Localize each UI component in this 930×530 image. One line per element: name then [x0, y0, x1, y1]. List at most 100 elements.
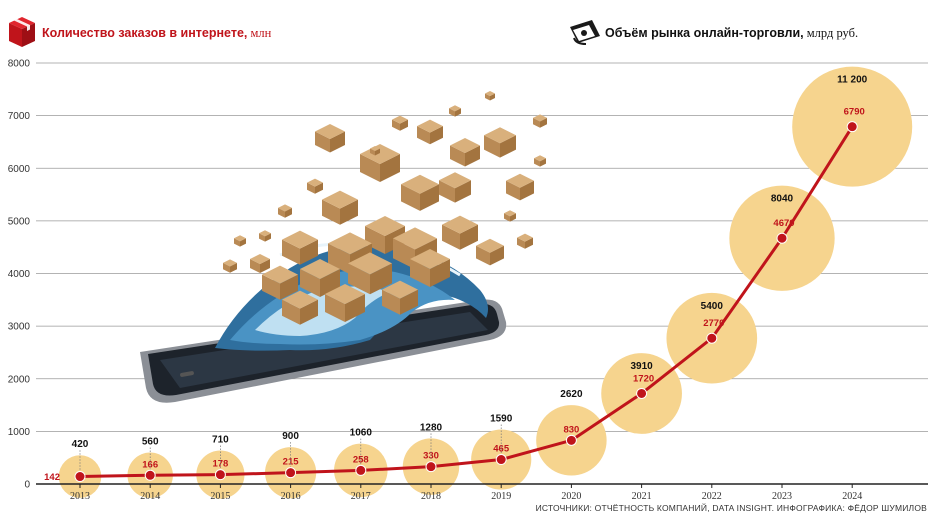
market-value-label: 3910 [630, 361, 653, 372]
orders-value-label: 6790 [844, 107, 865, 118]
orders-point [74, 471, 86, 483]
parcel-box-icon [439, 172, 471, 203]
market-title: Объём рынка онлайн-торговли, [605, 26, 804, 40]
parcel-box-icon [449, 105, 461, 117]
market-value-label: 900 [282, 431, 299, 442]
box-icon [9, 17, 35, 47]
orders-point [144, 469, 156, 481]
market-bubbles-layer [58, 66, 913, 499]
orders-point [565, 434, 577, 446]
orders-points-layer [74, 121, 858, 483]
orders-value-label: 330 [423, 451, 439, 462]
x-tick-label: 2021 [632, 491, 652, 502]
orders-point [425, 461, 437, 473]
parcel-box-icon [533, 114, 547, 128]
orders-point [706, 332, 718, 344]
parcel-box-icon [506, 173, 534, 201]
orders-point [214, 469, 226, 481]
parcel-box-icon [360, 144, 400, 182]
orders-legend: Количество заказов в интернете, млн [9, 17, 272, 47]
market-value-label: 11 200 [837, 75, 867, 86]
x-tick-label: 2023 [772, 491, 792, 502]
orders-title: Количество заказов в интернете, [42, 26, 247, 40]
orders-value-label: 1720 [633, 373, 654, 384]
parcel-box-icon [382, 280, 418, 315]
parcel-box-icon [410, 249, 450, 287]
parcel-box-icon [300, 259, 340, 297]
orders-value-label: 2770 [703, 318, 724, 329]
orders-point [355, 464, 367, 476]
market-value-label: 1280 [420, 422, 443, 433]
parcel-box-icon [234, 235, 246, 247]
x-tick-label: 2014 [140, 491, 160, 502]
y-tick-label: 6000 [8, 164, 31, 175]
y-tick-label: 0 [24, 480, 30, 491]
orders-value-label: 4670 [773, 218, 794, 229]
parcel-box-icon [223, 259, 237, 273]
parcel-box-icon [450, 138, 480, 167]
x-tick-label: 2022 [702, 491, 722, 502]
market-legend: Объём рынка онлайн-торговли, млрд руб. [570, 20, 858, 45]
parcel-box-icon [315, 124, 345, 153]
y-tick-label: 1000 [8, 427, 31, 438]
smartphone-icon [140, 299, 507, 403]
y-tick-label: 2000 [8, 374, 31, 385]
parcel-box-icon [282, 230, 318, 265]
svg-text:Объём рынка онлайн-торговли, м: Объём рынка онлайн-торговли, млрд руб. [605, 26, 858, 40]
orders-point [846, 121, 858, 133]
x-tick-label: 2015 [210, 491, 230, 502]
x-tick-label: 2020 [561, 491, 581, 502]
market-value-label: 1590 [490, 413, 513, 424]
axis-layer: 0 1000 2000 3000 4000 5000 6000 7000 8000 2013 201… [8, 59, 928, 502]
orders-value-label: 465 [493, 444, 510, 455]
parcel-box-icon [517, 233, 533, 249]
orders-value-label: 166 [142, 459, 158, 470]
x-tick-label: 2013 [70, 491, 90, 502]
orders-point [776, 232, 788, 244]
orders-value-label: 830 [563, 424, 579, 435]
orders-value-label: 215 [283, 457, 300, 468]
parcel-box-icon [417, 119, 443, 145]
market-value-label: 1060 [350, 428, 373, 439]
parcel-box-icon [259, 230, 271, 242]
x-tick-label: 2016 [281, 491, 301, 502]
y-tick-label: 4000 [8, 269, 31, 280]
parcel-box-icon [401, 174, 439, 211]
x-tick-label: 2017 [351, 491, 371, 502]
orders-point [285, 467, 297, 479]
market-value-label: 420 [72, 439, 89, 450]
svg-text:Количество заказов в интернете: Количество заказов в интернете, млн [42, 26, 272, 40]
cash-icon [570, 20, 600, 45]
market-value-label: 5400 [701, 301, 724, 312]
parcel-box-icon [392, 115, 408, 131]
market-value-label: 560 [142, 437, 159, 448]
parcel-box-icon [307, 178, 323, 194]
y-tick-label: 3000 [8, 322, 31, 333]
x-tick-label: 2019 [491, 491, 511, 502]
x-tick-label: 2018 [421, 491, 441, 502]
parcel-box-icon [534, 155, 546, 167]
parcel-box-icon [484, 127, 516, 158]
orders-value-label: 142 [44, 472, 60, 483]
market-value-label: 2620 [560, 389, 583, 400]
y-tick-label: 5000 [8, 216, 31, 227]
market-value-label: 710 [212, 435, 229, 446]
orders-unit: млн [247, 26, 271, 40]
smartphone-with-wave-of-parcels-illustration [140, 91, 547, 403]
parcel-box-icon [322, 190, 358, 225]
orders-line-layer [79, 125, 854, 479]
source-note: ИСТОЧНИКИ: ОТЧЁТНОСТЬ КОМПАНИЙ, DATA INS… [536, 502, 928, 513]
parcel-box-icon [282, 290, 318, 325]
market-unit: млрд руб. [804, 26, 859, 40]
parcel-box-icon [476, 238, 504, 266]
orders-point [636, 387, 648, 399]
market-value-label: 8040 [771, 194, 794, 205]
parcel-box-icon [325, 284, 365, 322]
y-tick-label: 7000 [8, 111, 31, 122]
parcel-box-icon [250, 254, 270, 273]
parcel-box-icon [504, 210, 516, 222]
parcel-box-icon [370, 146, 380, 156]
